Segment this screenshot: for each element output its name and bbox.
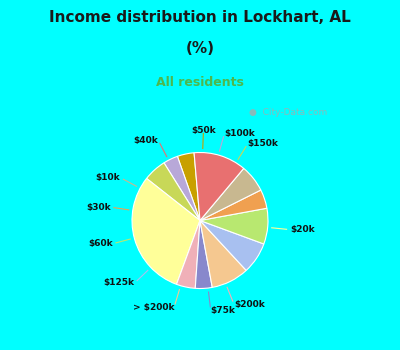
Wedge shape: [132, 178, 200, 284]
Text: (%): (%): [186, 41, 214, 56]
Text: $30k: $30k: [86, 203, 110, 212]
Wedge shape: [176, 220, 200, 288]
Text: $20k: $20k: [290, 225, 315, 234]
Text: $100k: $100k: [224, 129, 255, 138]
Wedge shape: [200, 220, 264, 271]
Text: $200k: $200k: [234, 300, 265, 309]
Wedge shape: [146, 163, 200, 220]
Wedge shape: [200, 220, 246, 287]
Text: $75k: $75k: [211, 306, 236, 315]
Text: $40k: $40k: [134, 136, 158, 145]
Wedge shape: [200, 208, 268, 244]
Text: $50k: $50k: [191, 126, 216, 135]
Wedge shape: [178, 153, 200, 220]
Wedge shape: [195, 220, 212, 288]
Text: ●  City-Data.com: ● City-Data.com: [249, 108, 328, 117]
Wedge shape: [194, 153, 244, 220]
Text: > $200k: > $200k: [133, 303, 174, 312]
Text: $60k: $60k: [88, 239, 113, 248]
Wedge shape: [200, 190, 267, 220]
Text: $150k: $150k: [248, 139, 279, 148]
Text: All residents: All residents: [156, 76, 244, 90]
Text: $125k: $125k: [104, 279, 135, 287]
Wedge shape: [164, 156, 200, 220]
Text: Income distribution in Lockhart, AL: Income distribution in Lockhart, AL: [49, 10, 351, 25]
Wedge shape: [200, 168, 261, 220]
Text: $10k: $10k: [96, 173, 120, 182]
